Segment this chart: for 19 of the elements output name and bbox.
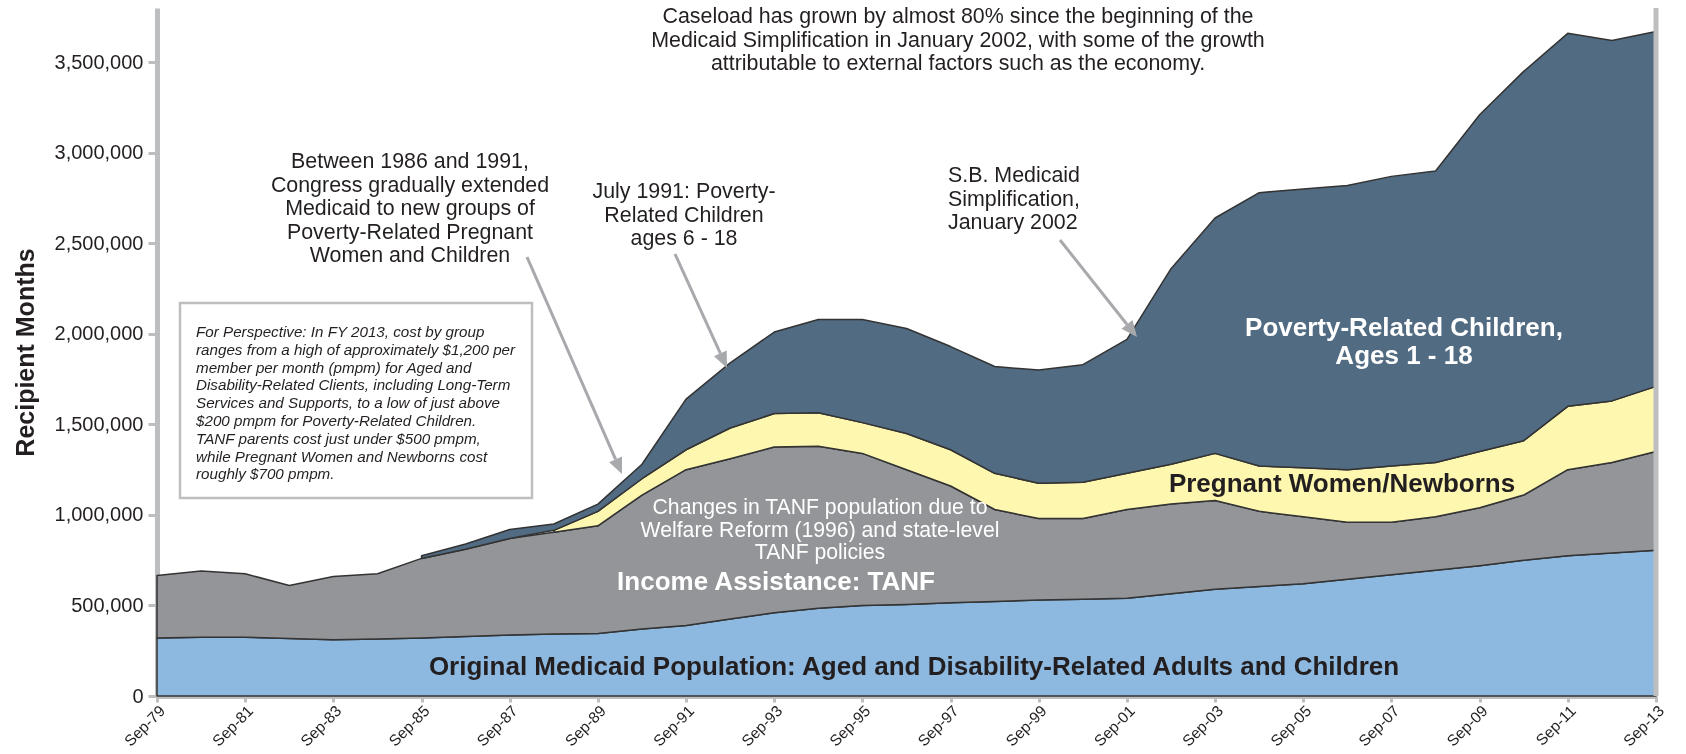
series-label: Original Medicaid Population: Aged and Disability-Related Adults and Children <box>428 651 1400 681</box>
annotation: S.B. Medicaid Simplification, January 2002 <box>948 163 1080 234</box>
annotation: Changes in TANF population due to Welfare Reform (1996) and state-level TANF policies <box>640 495 1000 564</box>
annotation: Caseload has grown by almost 80% since the beginning of the Medicaid Simplification in January 2002, with some of the growth attributable to external factors such as the economy. <box>651 4 1265 75</box>
y-tick-label: 1,500,000 <box>54 412 144 435</box>
y-axis-title: Recipient Months <box>10 248 39 457</box>
series-label: Income Assistance: TANF <box>617 566 935 596</box>
y-tick-label: 2,000,000 <box>54 322 144 345</box>
annotation: July 1991: Poverty-Related Children ages 6 - 18 <box>592 179 776 250</box>
y-tick-label: 1,000,000 <box>54 503 144 526</box>
y-tick-label: 2,500,000 <box>54 231 144 254</box>
y-tick-label: 500,000 <box>71 593 144 616</box>
y-tick-label: 3,500,000 <box>54 50 144 73</box>
series-label: Pregnant Women/Newborns <box>1168 468 1516 498</box>
annotation: Between 1986 and 1991, Congress gradually extended Medicaid to new groups of Poverty-Related Pregnant Women and Children <box>270 149 550 267</box>
text: For Perspective: In FY 2013, cost by group ranges from a high of approximately $1,200 per member per month (pmpm) for Aged and Disability-Related Clients, including Long-Term Services and Supports, to a low of just above $200 pmpm for Poverty-Related Children. TANF parents cost just under $500 pmpm, while Pregnant Women and Newborns cost roughly $700 pmpm. <box>196 323 516 483</box>
series-label: Poverty-Related Children, Ages 1 - 18 <box>1245 312 1563 370</box>
y-tick-label: 0 <box>132 684 144 707</box>
y-tick-label: 3,000,000 <box>54 141 144 164</box>
